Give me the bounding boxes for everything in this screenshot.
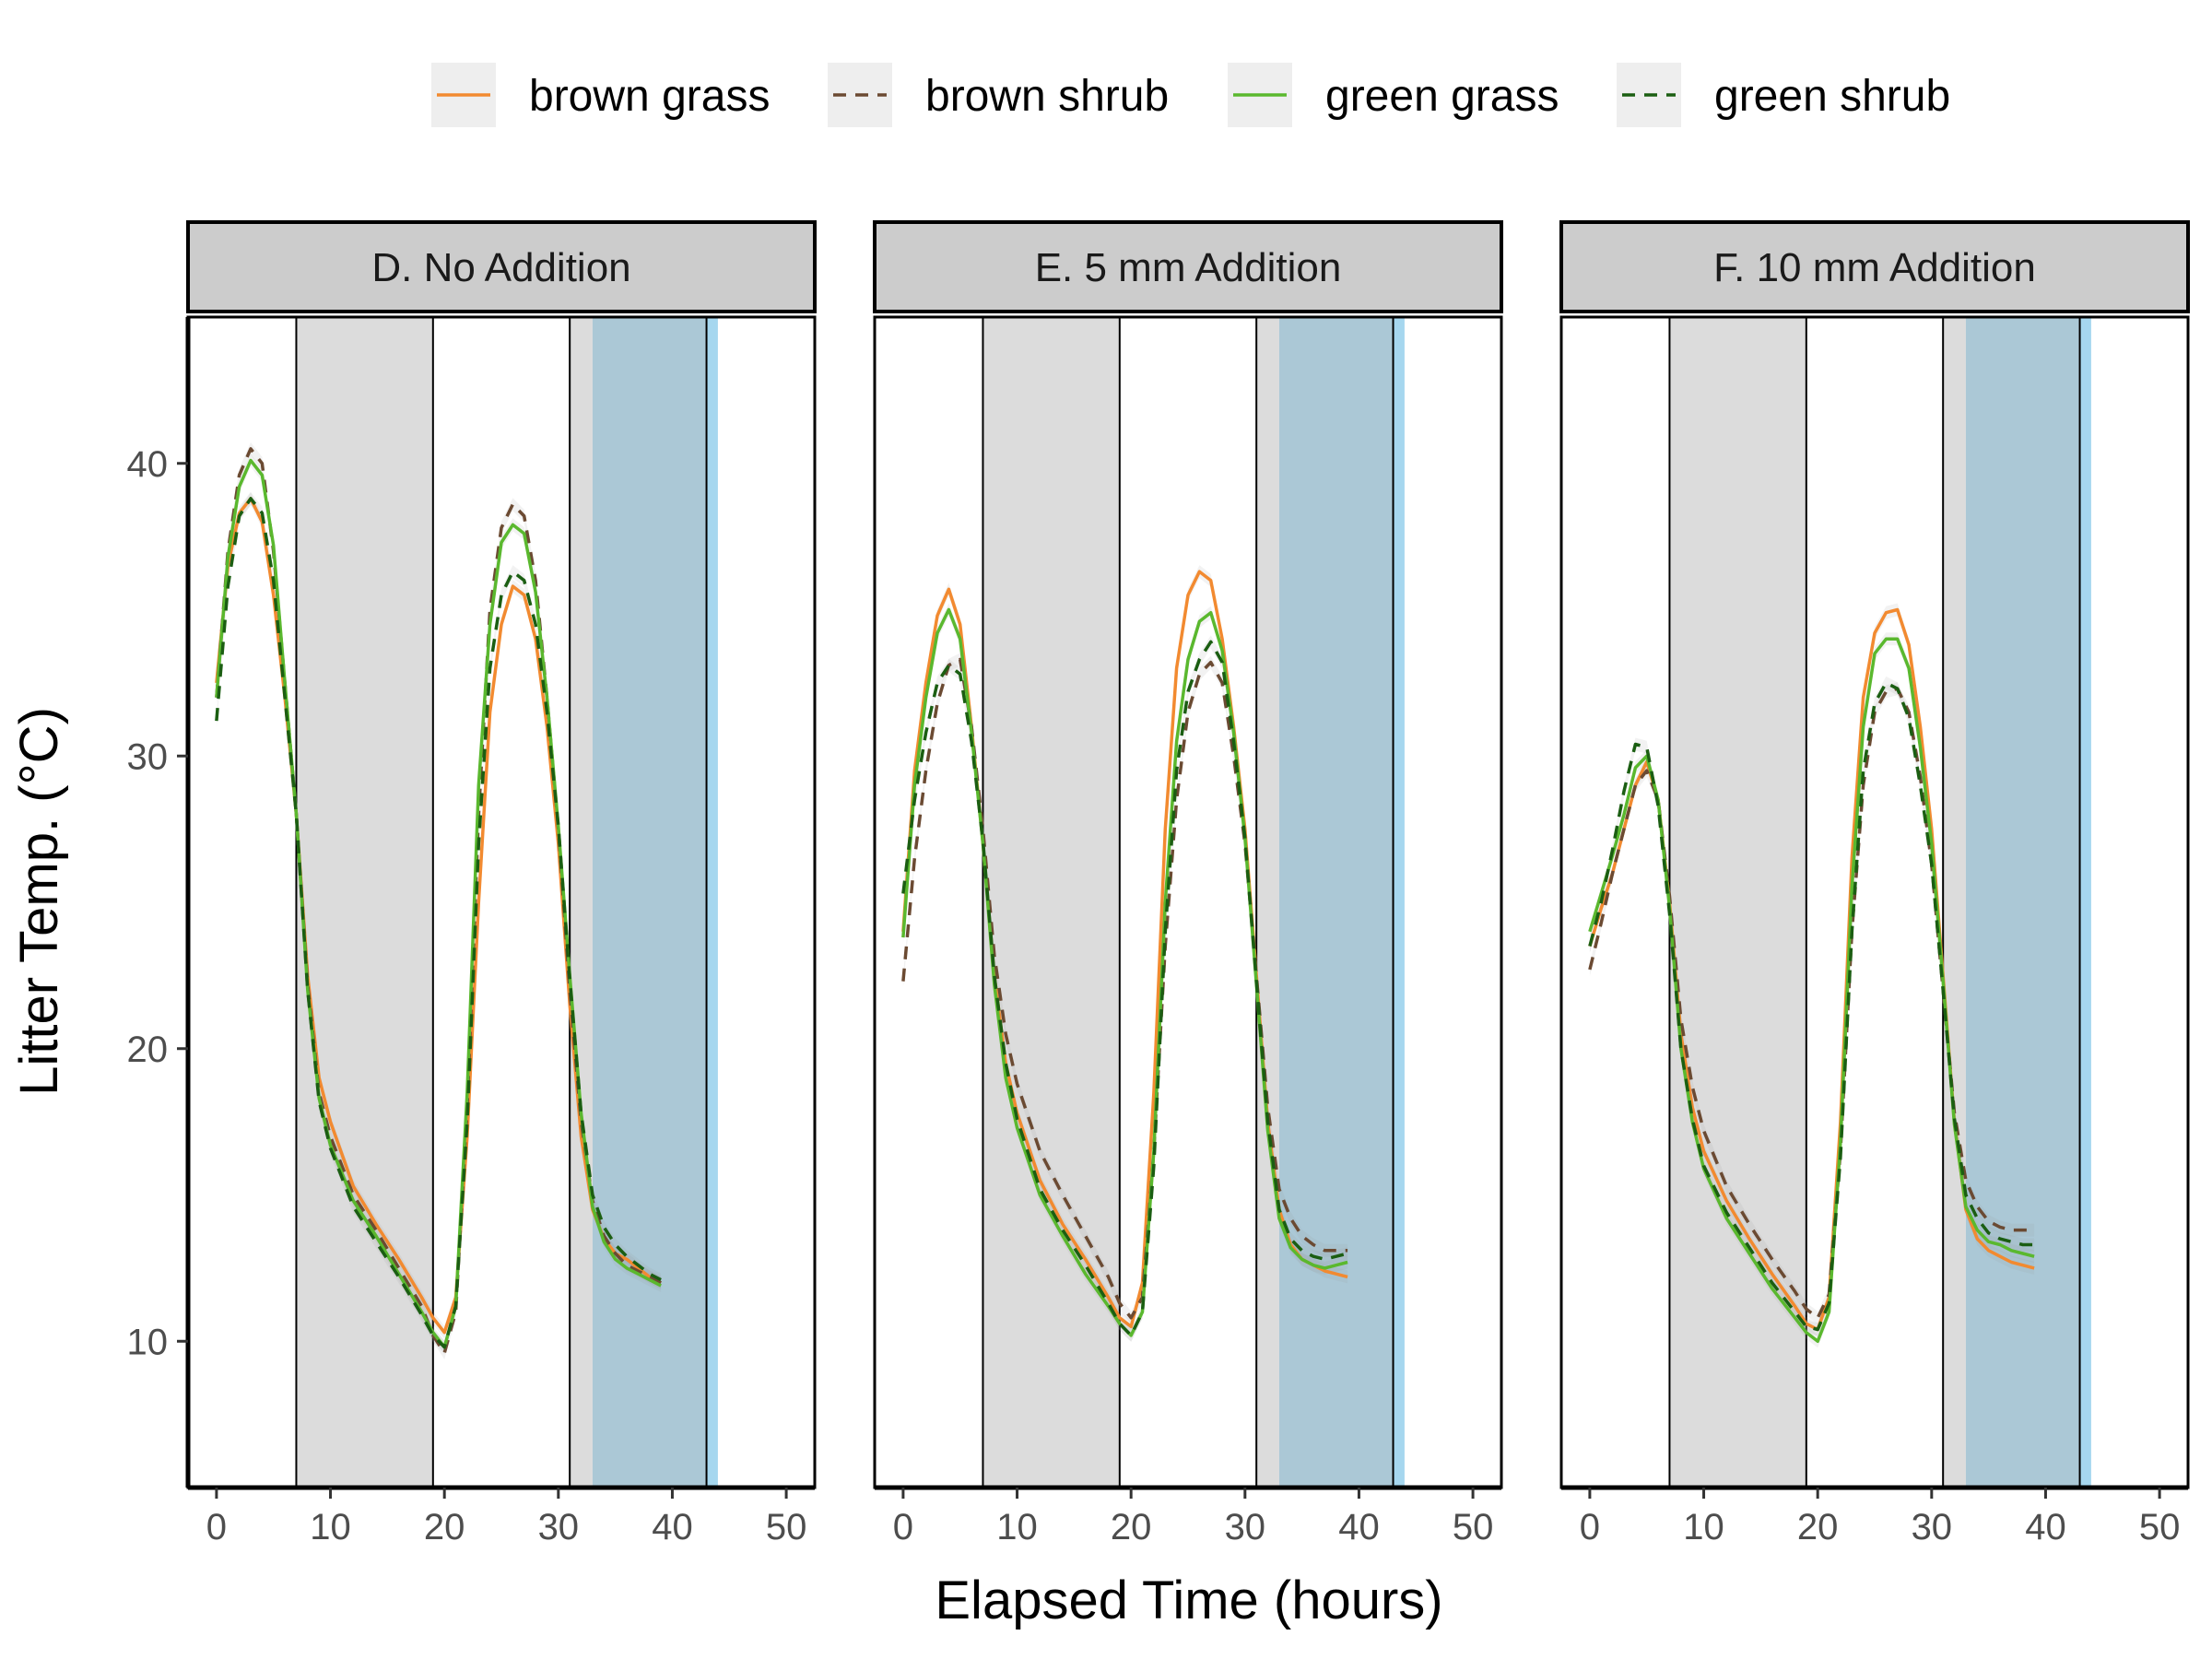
legend-label: brown grass bbox=[529, 72, 770, 121]
x-tick-label: 40 bbox=[1338, 1507, 1380, 1547]
rain-edge-band bbox=[706, 317, 718, 1488]
series-line-green-grass bbox=[1588, 637, 2035, 1344]
y-tick-label: 40 bbox=[127, 444, 169, 485]
facet-strip-label: E. 5 mm Addition bbox=[1035, 245, 1342, 290]
legend-item-brown-shrub: brown shrub bbox=[828, 63, 1169, 127]
night-band bbox=[1943, 317, 1966, 1488]
facet-panel: E. 5 mm Addition 0 10 20 30 40 50 bbox=[873, 220, 1503, 1547]
facet-strip bbox=[186, 220, 817, 313]
x-tick-label: 0 bbox=[1580, 1507, 1600, 1547]
plot-background bbox=[875, 317, 1501, 1488]
rain-band bbox=[592, 317, 707, 1488]
x-tick-label: 50 bbox=[2139, 1507, 2181, 1547]
facet-panel: F. 10 mm Addition 0 10 20 30 40 50 bbox=[1559, 220, 2190, 1547]
rain-edge-band bbox=[1393, 317, 1405, 1488]
x-tick-label: 10 bbox=[310, 1507, 351, 1547]
series-line-green-shrub bbox=[901, 640, 1348, 1337]
legend-label: brown shrub bbox=[925, 72, 1169, 121]
y-tick-label: 30 bbox=[127, 736, 169, 777]
plot-background bbox=[1561, 317, 2188, 1488]
rain-band bbox=[1965, 317, 2080, 1488]
facet-strip-label: D. No Addition bbox=[371, 245, 630, 290]
x-tick-label: 0 bbox=[206, 1507, 227, 1547]
x-tick-label: 50 bbox=[766, 1507, 807, 1547]
legend-item-brown-grass: brown grass bbox=[431, 63, 770, 127]
night-band bbox=[296, 317, 433, 1488]
facet-strip-label: F. 10 mm Addition bbox=[1713, 245, 2036, 290]
facet-panel: D. No Addition 0 10 20 30 40 50 10 20 30 40 bbox=[127, 220, 817, 1547]
night-band bbox=[1256, 317, 1279, 1488]
facet-strip bbox=[873, 220, 1503, 313]
x-tick-label: 10 bbox=[1683, 1507, 1724, 1547]
legend-label: green grass bbox=[1325, 72, 1559, 121]
x-axis-title: Elapsed Time (hours) bbox=[935, 1571, 1442, 1630]
y-tick-label: 20 bbox=[127, 1030, 169, 1070]
x-tick-label: 40 bbox=[652, 1507, 693, 1547]
series-line-green-shrub bbox=[215, 497, 662, 1349]
y-axis-title: Litter Temp. (°C) bbox=[9, 707, 69, 1096]
x-tick-label: 50 bbox=[1453, 1507, 1494, 1547]
x-tick-label: 20 bbox=[424, 1507, 465, 1547]
facet-strip bbox=[1559, 220, 2190, 313]
legend-label: green shrub bbox=[1714, 72, 1950, 121]
legend-item-green-shrub: green shrub bbox=[1617, 63, 1950, 127]
x-tick-label: 20 bbox=[1797, 1507, 1839, 1547]
plot-background bbox=[188, 317, 815, 1488]
night-band bbox=[570, 317, 593, 1488]
x-tick-label: 10 bbox=[996, 1507, 1038, 1547]
x-tick-label: 30 bbox=[1225, 1507, 1266, 1547]
x-tick-label: 40 bbox=[2025, 1507, 2066, 1547]
x-tick-label: 0 bbox=[893, 1507, 913, 1547]
y-tick-label: 10 bbox=[127, 1322, 169, 1362]
x-tick-label: 20 bbox=[1111, 1507, 1152, 1547]
series-line-green-shrub bbox=[1588, 681, 2035, 1332]
night-band bbox=[982, 317, 1120, 1488]
legend-item-green-grass: green grass bbox=[1228, 63, 1559, 127]
rain-edge-band bbox=[2079, 317, 2091, 1488]
rain-band bbox=[1278, 317, 1394, 1488]
x-tick-label: 30 bbox=[538, 1507, 580, 1547]
legend: brown grass brown shrub green grass green s… bbox=[431, 63, 1950, 127]
x-tick-label: 30 bbox=[1912, 1507, 1953, 1547]
